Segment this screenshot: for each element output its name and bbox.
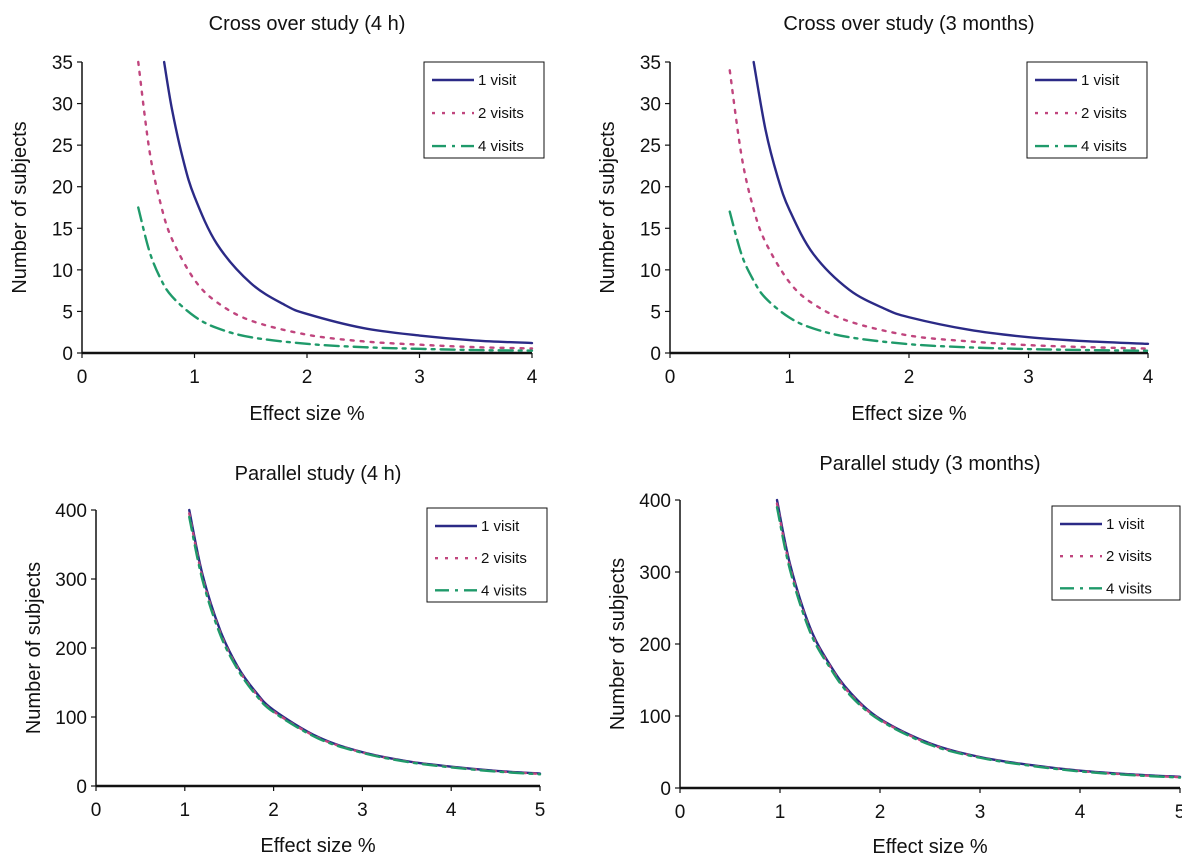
x-axis-label: Effect size % (872, 836, 987, 858)
y-tick-label: 20 (52, 178, 73, 199)
y-tick-label: 5 (62, 302, 73, 323)
y-tick-label: 100 (639, 707, 671, 728)
y-tick-label: 35 (52, 53, 73, 74)
legend-entry: 1 visit (481, 518, 520, 535)
legend: 1 visit 2 visits 4 visits (1051, 505, 1181, 601)
chart-panel-3: Parallel study (4 h) 0 100 200 300 400 0 1 2 3 4 5 E… (23, 463, 548, 857)
x-axis-label: Effect size % (260, 835, 375, 857)
y-axis-label: Number of subjects (9, 121, 31, 293)
legend: 1 visit 2 visits 4 visits (426, 507, 548, 603)
legend-entry: 1 visit (1081, 72, 1120, 89)
series-line-1 (752, 60, 1150, 346)
legend-entry: 1 visit (478, 72, 517, 89)
x-tick-label: 5 (535, 800, 546, 821)
x-tick-label: 0 (77, 367, 88, 388)
legend-box (423, 61, 545, 159)
y-tick-label: 10 (52, 261, 73, 282)
legend-entry: 2 visits (478, 105, 524, 122)
x-tick-label: 3 (975, 802, 986, 823)
x-tick-label: 1 (189, 367, 200, 388)
x-tick-label: 0 (665, 367, 676, 388)
legend-entry: 4 visits (1106, 580, 1152, 597)
y-tick-label: 400 (639, 491, 671, 512)
legend: 1 visit 2 visits 4 visits (1026, 61, 1148, 159)
y-tick-label: 0 (62, 344, 73, 365)
x-tick-label: 4 (1143, 367, 1154, 388)
y-tick-label: 300 (639, 563, 671, 584)
x-tick-label: 5 (1175, 802, 1182, 823)
chart-panel-2: Cross over study (3 months)0510152025303… (597, 13, 1154, 425)
y-tick-label: 10 (640, 261, 661, 282)
y-tick-label: 0 (660, 779, 671, 800)
series-line-1 (162, 60, 534, 345)
x-tick-label: 1 (180, 800, 191, 821)
x-tick-label: 4 (1075, 802, 1086, 823)
x-tick-label: 2 (875, 802, 886, 823)
chart-title: Parallel study (4 h) (235, 463, 402, 485)
chart-panel-4: Parallel study (3 months) 0 100 200 300 400 0 1… (607, 453, 1182, 858)
y-tick-label: 25 (640, 136, 661, 157)
x-tick-label: 2 (268, 800, 279, 821)
legend-entry: 1 visit (1106, 516, 1145, 533)
legend: 1 visit 2 visits 4 visits (423, 61, 545, 159)
x-tick-label: 3 (1023, 367, 1034, 388)
y-tick-label: 25 (52, 136, 73, 157)
series-line-3 (188, 515, 542, 776)
y-tick-label: 20 (640, 178, 661, 199)
chart-title: Parallel study (3 months) (819, 453, 1040, 475)
chart-title: Cross over study (3 months) (783, 13, 1034, 35)
legend-entry: 4 visits (478, 138, 524, 155)
x-axis-label: Effect size % (249, 403, 364, 425)
y-tick-label: 200 (55, 639, 87, 660)
y-tick-label: 0 (650, 344, 661, 365)
x-tick-label: 1 (775, 802, 786, 823)
y-tick-label: 5 (650, 302, 661, 323)
y-tick-label: 200 (639, 635, 671, 656)
legend-entry: 4 visits (481, 582, 527, 599)
legend-box (1026, 61, 1148, 159)
y-tick-label: 30 (52, 95, 73, 116)
y-tick-label: 35 (640, 53, 661, 74)
series-line-2 (137, 60, 534, 350)
y-axis-label: Number of subjects (607, 558, 629, 730)
series-line-3 (775, 506, 1182, 779)
legend-box (426, 507, 548, 603)
y-tick-label: 0 (76, 777, 87, 798)
x-tick-label: 0 (91, 800, 102, 821)
x-tick-label: 2 (302, 367, 313, 388)
x-tick-label: 3 (357, 800, 368, 821)
legend-box (1051, 505, 1181, 601)
legend-entry: 2 visits (1106, 548, 1152, 565)
legend-entry: 4 visits (1081, 138, 1127, 155)
legend-entry: 2 visits (481, 550, 527, 567)
series-line-2 (728, 69, 1150, 350)
x-tick-label: 4 (446, 800, 457, 821)
y-tick-label: 15 (640, 219, 661, 240)
x-tick-label: 2 (904, 367, 915, 388)
y-tick-label: 30 (640, 95, 661, 116)
series-line-3 (137, 206, 534, 352)
x-tick-label: 1 (784, 367, 795, 388)
legend-entry: 2 visits (1081, 105, 1127, 122)
y-tick-label: 300 (55, 570, 87, 591)
series-line-3 (728, 210, 1150, 352)
y-tick-label: 400 (55, 501, 87, 522)
x-tick-label: 0 (675, 802, 686, 823)
chart-title: Cross over study (4 h) (209, 13, 406, 35)
y-tick-label: 15 (52, 219, 73, 240)
x-tick-label: 4 (527, 367, 538, 388)
y-axis-label: Number of subjects (23, 562, 45, 734)
y-tick-label: 100 (55, 708, 87, 729)
x-axis-label: Effect size % (851, 403, 966, 425)
x-tick-label: 3 (414, 367, 425, 388)
chart-panel-1: Cross over study (4 h) 0 5 10 15 20 25 30 35 0 1 2 3… (9, 13, 545, 425)
y-axis-label: Number of subjects (597, 121, 619, 293)
